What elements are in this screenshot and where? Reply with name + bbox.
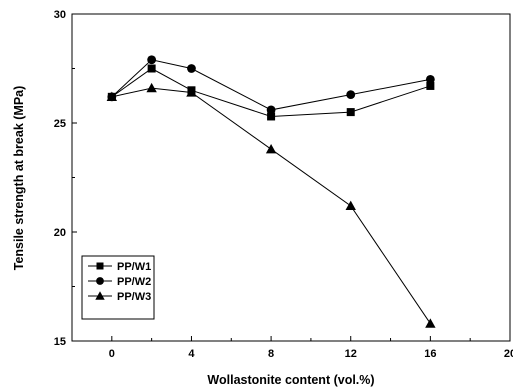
data-point-pp-w1 [267, 112, 276, 121]
data-point-pp-w1 [346, 108, 355, 117]
series-layer [106, 55, 436, 328]
data-point-pp-w2 [346, 90, 356, 100]
legend-marker-pp-w2 [96, 277, 104, 285]
y-tick-label: 25 [54, 118, 66, 130]
data-point-pp-w3 [186, 87, 197, 97]
series-line-pp-w1 [111, 67, 431, 117]
legend-label-pp-w2: PP/W2 [117, 276, 151, 288]
legend-marker-pp-w3 [95, 291, 105, 300]
data-point-pp-w3 [345, 200, 356, 210]
x-tick-label: 8 [268, 348, 274, 360]
series-line-pp-w3 [111, 87, 431, 324]
y-tick-label: 15 [54, 336, 66, 348]
data-point-pp-w2 [266, 105, 276, 115]
x-tick-label: 0 [109, 348, 115, 360]
data-point-pp-w3 [146, 82, 157, 93]
axis-layer: 0 4 8 12 16 20 15 20 25 30 [54, 9, 513, 360]
data-point-pp-w2 [147, 55, 157, 65]
data-point-pp-w1 [426, 81, 435, 90]
legend-label-pp-w3: PP/W3 [117, 291, 151, 303]
x-tick-label: 4 [188, 348, 195, 360]
x-axis-title: Wollastonite content (vol.%) [207, 373, 374, 387]
data-point-pp-w2 [425, 75, 435, 84]
data-point-pp-w3 [425, 318, 436, 328]
legend-label-pp-w1: PP/W1 [117, 261, 151, 273]
x-tick-label: 20 [504, 348, 513, 360]
y-tick-label: 30 [54, 9, 66, 21]
x-tick-label: 12 [345, 348, 357, 360]
y-axis-title: Tensile strength at break (MPa) [12, 86, 26, 271]
data-point-pp-w3 [106, 91, 118, 101]
y-tick-label: 20 [54, 227, 66, 239]
data-point-pp-w1 [147, 64, 156, 73]
legend: PP/W1 PP/W2 PP/W3 [81, 255, 155, 320]
series-line-pp-w2 [111, 59, 431, 111]
x-tick-label: 16 [424, 348, 436, 360]
data-point-pp-w3 [265, 143, 277, 154]
legend-marker-pp-w1 [96, 262, 104, 270]
data-point-pp-w2 [187, 64, 196, 73]
